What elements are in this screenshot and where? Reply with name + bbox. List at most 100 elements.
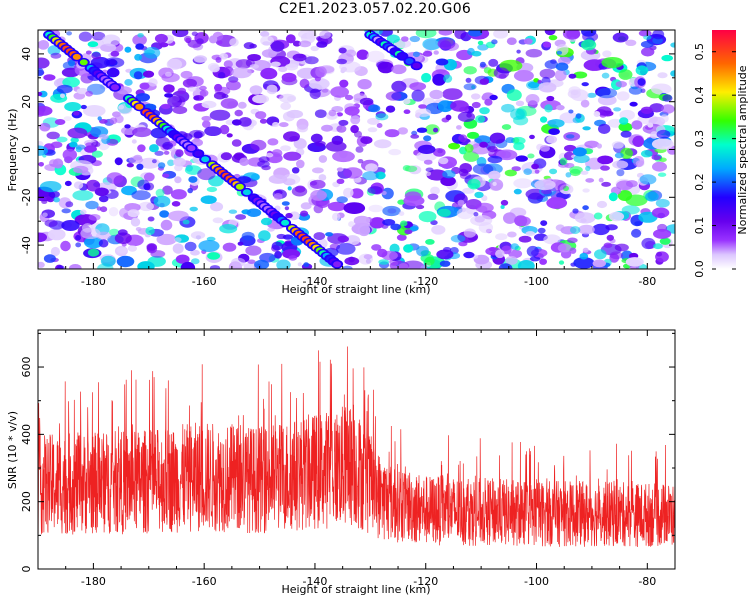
noise-blob [487,155,503,164]
noise-blob [534,169,540,174]
noise-blob [643,35,652,40]
noise-blob [336,243,356,255]
noise-blob [86,179,101,192]
noise-blob [390,223,402,231]
noise-blob [397,127,408,135]
noise-blob [615,81,627,88]
noise-blob [188,176,198,183]
noise-blob [350,115,361,125]
noise-blob [457,111,475,122]
noise-blob [513,178,533,189]
noise-blob [124,124,131,129]
noise-blob [76,87,89,95]
noise-blob [391,80,407,93]
noise-blob [241,231,255,241]
noise-blob [416,150,437,162]
noise-blob [450,100,469,112]
noise-blob [582,247,589,253]
noise-blob [432,73,446,86]
noise-blob [38,261,45,268]
colorbar-tick-label: 0.2 [693,173,706,191]
noise-blob [403,109,411,114]
colorbar-tick-label: 0.5 [693,43,706,61]
noise-blob [539,68,556,79]
noise-blob [174,176,182,184]
noise-blob [525,94,540,105]
noise-blob [467,131,479,139]
noise-blob [128,156,143,164]
noise-blob [243,42,255,50]
noise-blob [165,71,172,77]
noise-blob [431,225,446,235]
colorbar: 0.0 0.1 0.2 0.3 0.4 0.5 Normalized spectral a… [693,30,749,278]
noise-blob [670,42,675,48]
noise-blob [339,61,361,73]
snr-frame [37,329,676,570]
noise-blob [601,57,624,69]
noise-blob [360,136,373,145]
noise-blob [474,135,492,145]
noise-blob [540,116,548,123]
noise-blob [433,50,439,55]
noise-blob [425,171,431,177]
noise-blob [478,222,494,234]
noise-blob [510,243,519,250]
x-tick-label: -180 [81,275,106,288]
x-tick-label: -180 [81,575,106,588]
noise-blob [274,251,282,259]
noise-blob [506,89,522,101]
noise-blob [479,141,488,148]
noise-blob [638,30,652,37]
noise-blob [289,211,300,220]
noise-blob [190,231,206,240]
noise-blob [578,224,595,235]
noise-blob [657,72,668,79]
noise-blob [132,34,147,46]
noise-blob [61,208,71,214]
noise-blob [201,115,212,122]
noise-blob [385,105,396,113]
noise-blob [357,159,364,164]
noise-blob [162,173,170,178]
noise-blob [437,38,456,50]
noise-blob [108,58,117,66]
noise-blob [493,67,510,79]
noise-blob [523,38,533,45]
noise-blob [258,230,271,242]
noise-blob [220,152,232,161]
noise-blob [175,149,184,158]
noise-blob [565,134,575,139]
noise-blob [345,235,361,246]
snr-ticks: -180 -160 -140 -120 -100 -80 0 200 400 600 [20,330,676,588]
x-tick-label: -140 [302,275,327,288]
y-tick-label: -40 [20,236,33,254]
noise-blob [652,161,667,172]
noise-blob [336,196,348,204]
noise-blob [543,234,561,245]
noise-blob [75,146,82,153]
noise-blob [475,202,494,213]
noise-blob [544,30,556,36]
noise-blob [187,86,197,92]
noise-blob [362,171,379,181]
noise-blob [445,114,452,121]
noise-blob [330,86,349,98]
noise-blob [43,74,56,81]
noise-blob [547,119,565,128]
noise-blob [582,205,589,211]
noise-blob [65,201,74,208]
noise-blob [632,135,644,147]
noise-blob [368,204,384,213]
noise-blob [85,50,92,55]
noise-blob [267,227,275,232]
y-tick-label: 0 [20,146,33,153]
noise-blob [297,262,302,267]
noise-blob [156,233,177,246]
noise-blob [182,219,190,225]
noise-blob [98,239,109,248]
noise-blob [515,155,528,162]
noise-blob [458,168,469,177]
noise-blob [501,103,515,113]
y-tick-label: 0 [20,566,33,573]
noise-blob [514,216,531,227]
